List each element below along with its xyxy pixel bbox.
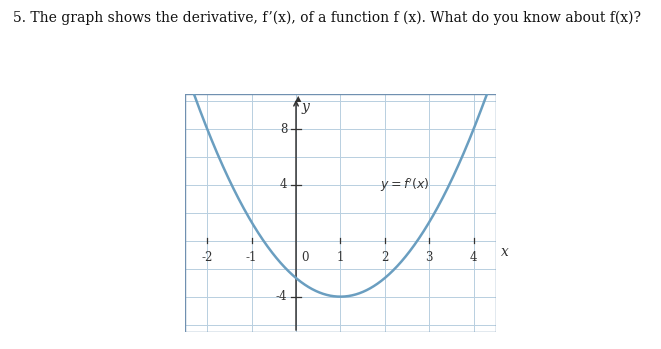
Text: x: x	[501, 245, 509, 259]
Text: 2: 2	[381, 251, 389, 263]
Text: 0: 0	[301, 251, 309, 263]
Text: -1: -1	[246, 251, 257, 263]
Text: 4: 4	[470, 251, 477, 263]
Text: y: y	[301, 100, 309, 114]
Text: ▲: ▲	[295, 94, 301, 103]
Text: $y = f'(x)$: $y = f'(x)$	[380, 176, 430, 194]
Text: 4: 4	[280, 178, 287, 192]
Text: 5. The graph shows the derivative, f’(x), of a function f (x). What do you know : 5. The graph shows the derivative, f’(x)…	[13, 10, 641, 25]
Text: 3: 3	[426, 251, 433, 263]
Text: -4: -4	[276, 290, 287, 303]
Text: 1: 1	[336, 251, 344, 263]
Text: -2: -2	[202, 251, 213, 263]
Text: 8: 8	[280, 122, 287, 136]
